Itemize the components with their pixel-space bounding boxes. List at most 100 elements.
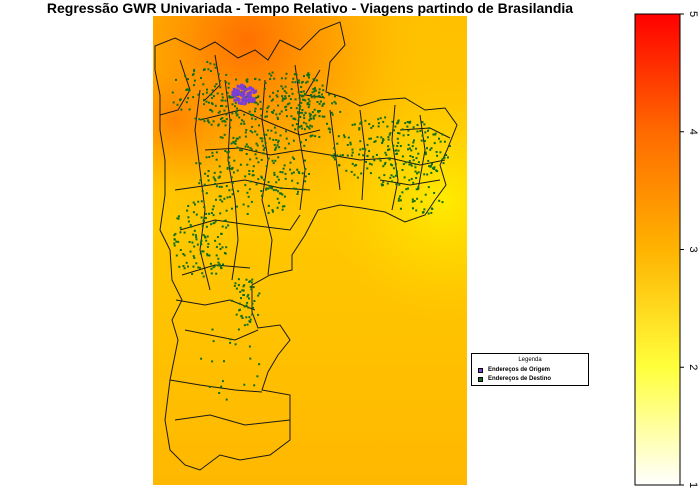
destination-point [316,95,319,98]
destination-point [260,175,263,178]
destination-point [225,118,228,121]
destination-point [260,158,263,161]
destination-point [220,267,223,270]
destination-point [297,170,300,173]
destination-point [387,138,390,141]
destination-point [273,77,276,80]
destination-point [179,249,182,251]
destination-point [245,143,248,146]
destination-point [246,301,249,304]
destination-point [243,383,246,386]
destination-point [250,281,253,284]
destination-point [246,80,249,83]
origin-points [231,83,258,106]
destination-point [411,198,414,201]
legend-label-destination: Endereços de Destino [488,376,552,382]
destination-point [223,197,226,200]
destination-point [350,154,353,157]
destination-point [260,114,263,117]
destination-point [277,118,279,120]
destination-point [218,195,221,198]
destination-point [390,163,392,166]
origin-point [233,94,237,98]
destination-point [213,85,216,88]
destination-point [231,207,233,210]
origin-point [243,97,247,101]
destination-point [281,99,284,102]
destination-point [298,172,301,174]
destination-point [304,93,306,96]
destination-point [430,171,433,174]
destination-point [311,111,314,114]
destination-point [270,99,273,102]
destination-point [381,184,384,187]
destination-point [198,182,201,185]
destination-point [417,171,420,174]
destination-point [274,131,277,134]
destination-point [308,73,311,76]
destination-point [435,150,438,153]
destination-point [229,195,232,198]
destination-point [303,117,306,120]
destination-point [248,280,251,283]
destination-point [228,189,231,192]
destination-point [263,146,266,149]
destination-point [208,254,211,257]
destination-point [343,136,346,139]
destination-point [331,113,334,116]
destination-point [200,357,203,360]
destination-point [185,261,188,264]
destination-point [433,192,436,194]
destination-point [179,98,182,101]
destination-point [214,239,217,242]
destination-point [204,172,207,175]
destination-point [211,154,214,157]
destination-point [258,78,261,81]
destination-point [291,179,294,182]
destination-point [309,134,312,137]
destination-point [316,101,319,103]
destination-point [276,95,279,98]
destination-point [314,135,317,138]
destination-point [322,103,325,106]
destination-point [290,106,293,109]
destination-point [408,147,411,150]
destination-point [257,313,260,316]
origin-point [235,88,239,92]
destination-point [254,110,256,113]
destination-point [277,178,280,181]
destination-point [257,178,260,181]
destination-point [232,96,234,99]
destination-point [368,123,371,126]
destination-point [410,177,413,180]
destination-point [387,145,390,148]
destination-point [263,137,266,140]
destination-point [275,113,278,116]
destination-point [308,127,311,130]
destination-point [214,179,217,182]
destination-point [193,68,196,71]
destination-point [197,93,200,96]
destination-point [235,287,238,290]
destination-point [395,170,398,173]
destination-point [399,207,402,210]
destination-point [192,233,195,236]
destination-point [242,203,245,206]
destination-point [210,93,213,96]
destination-point [261,140,264,143]
destination-point [241,119,243,122]
destination-point [197,200,200,203]
destination-point [427,212,430,215]
destination-point [251,313,254,316]
destination-point [308,112,311,115]
origin-point [242,90,246,94]
destination-point [242,289,245,292]
destination-point [306,125,308,128]
destination-point [271,111,274,114]
destination-point [392,175,395,178]
destination-point [397,199,400,202]
origin-point [254,89,258,93]
destination-point [228,156,231,159]
destination-point [280,187,283,190]
destination-point [414,163,417,166]
